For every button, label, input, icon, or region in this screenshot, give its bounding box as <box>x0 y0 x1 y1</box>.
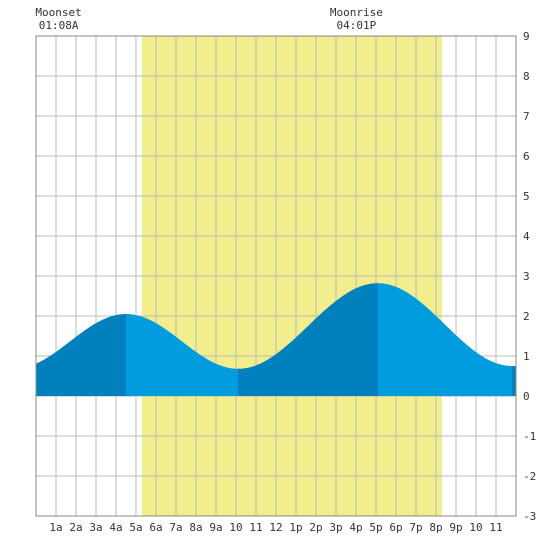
x-tick-label: 2p <box>309 521 322 534</box>
x-tick-label: 7p <box>409 521 422 534</box>
tide-falling-area <box>126 314 238 396</box>
x-tick-label: 4p <box>349 521 362 534</box>
y-tick-label: 6 <box>523 150 530 163</box>
y-tick-label: -1 <box>523 430 536 443</box>
x-tick-label: 11 <box>249 521 262 534</box>
tide-rising-area <box>36 314 126 396</box>
x-tick-label: 9p <box>449 521 462 534</box>
plot-frame <box>35 35 517 517</box>
x-tick-label: 11 <box>489 521 502 534</box>
x-tick-label: 12 <box>269 521 282 534</box>
x-tick-label: 4a <box>109 521 122 534</box>
y-tick-label: 5 <box>523 190 530 203</box>
x-tick-label: 6p <box>389 521 402 534</box>
tide-falling-area <box>378 283 512 396</box>
x-tick-label: 8a <box>189 521 202 534</box>
y-tick-label: -3 <box>523 510 536 523</box>
x-tick-label: 10 <box>469 521 482 534</box>
y-tick-label: 0 <box>523 390 530 403</box>
y-tick-label: -2 <box>523 470 536 483</box>
moon-event-time: 04:01P <box>337 19 377 32</box>
x-tick-label: 5a <box>129 521 142 534</box>
y-tick-label: 1 <box>523 350 530 363</box>
tide-rising-area <box>512 366 516 396</box>
x-tick-label: 9a <box>209 521 222 534</box>
x-tick-label: 3p <box>329 521 342 534</box>
x-tick-label: 2a <box>69 521 82 534</box>
moon-event-label: Moonset <box>35 6 81 19</box>
x-tick-label: 1a <box>49 521 62 534</box>
moon-event-label: Moonrise <box>330 6 383 19</box>
y-tick-label: 7 <box>523 110 530 123</box>
x-tick-label: 3a <box>89 521 102 534</box>
x-tick-label: 5p <box>369 521 382 534</box>
x-tick-label: 8p <box>429 521 442 534</box>
x-tick-label: 6a <box>149 521 162 534</box>
x-tick-label: 7a <box>169 521 182 534</box>
y-tick-label: 2 <box>523 310 530 323</box>
tide-rising-area <box>238 283 378 396</box>
y-tick-label: 3 <box>523 270 530 283</box>
x-tick-label: 10 <box>229 521 242 534</box>
moon-event-time: 01:08A <box>39 19 79 32</box>
y-tick-label: 8 <box>523 70 530 83</box>
y-tick-label: 9 <box>523 30 530 43</box>
x-tick-label: 1p <box>289 521 302 534</box>
y-tick-label: 4 <box>523 230 530 243</box>
